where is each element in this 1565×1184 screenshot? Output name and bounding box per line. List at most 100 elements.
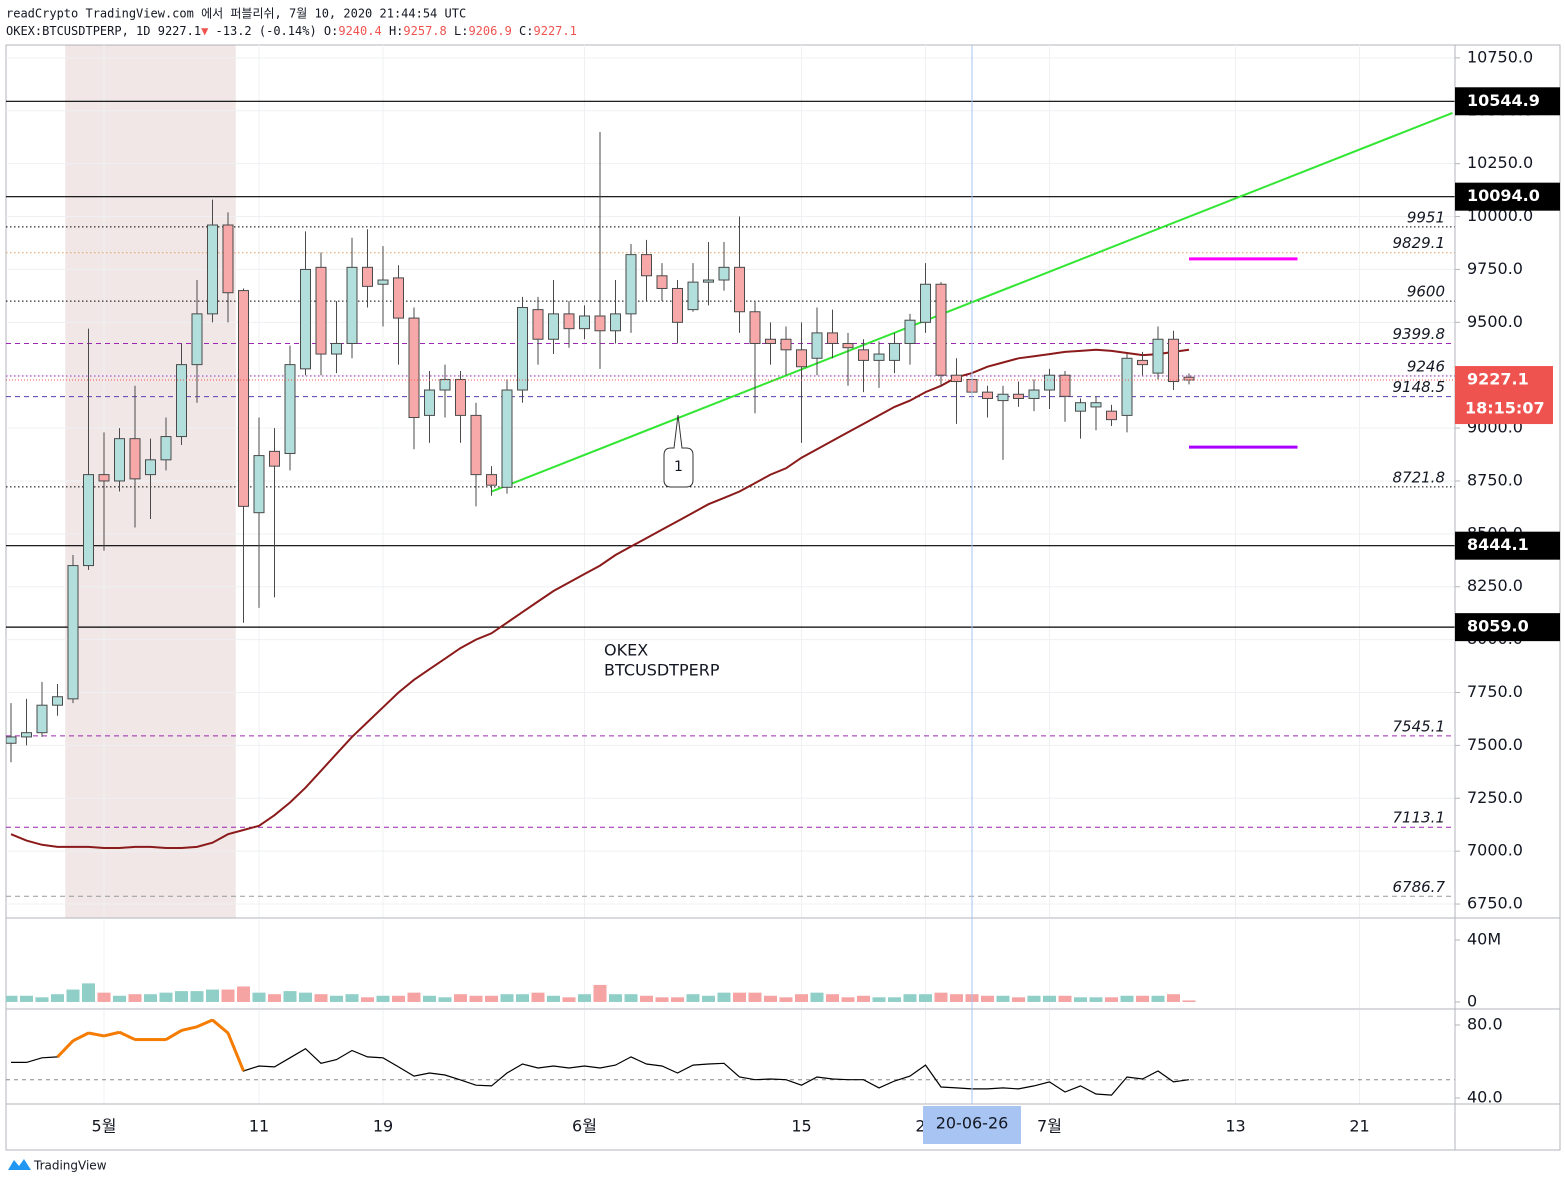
candle-body [718,266,730,281]
level-box [1455,182,1560,211]
x-tick-label: 21 [1349,1117,1369,1136]
level-label: 8059.0 [1467,617,1529,636]
volume-bar [810,992,824,1002]
volume-bar [283,991,297,1002]
legend-item: 9240.4 [338,24,381,38]
candle-body [625,254,637,315]
volume-bar [345,994,359,1002]
candle-body [579,315,590,330]
level-label: 9399.8 [1393,325,1446,343]
candle-body [1183,376,1195,381]
y-tick-label: 0 [1467,991,1477,1010]
volume-bar [206,989,219,1002]
rsi-line [11,1019,1190,1096]
volume-bar [640,995,653,1002]
volume-bar [1136,995,1149,1002]
candle-body [1013,393,1024,399]
level-label: 9148.5 [1393,378,1446,396]
candle-body [269,450,280,467]
candle-body [656,275,668,289]
candle-body [997,393,1009,402]
volume-bar [1027,995,1041,1002]
candle-body [207,224,218,315]
level-label: 9600 [1407,283,1445,301]
watermark: OKEX [604,641,648,660]
volume-bar [624,994,638,1002]
candle-body [362,266,373,287]
legend-item: C: [512,24,534,38]
volume-bar [423,995,436,1002]
candle-body [858,349,869,361]
volume-bar [702,995,715,1002]
level-label: 10094.0 [1467,186,1540,205]
volume-bar [438,997,452,1002]
level-label: 9951 [1407,208,1445,226]
candle-body [377,279,389,285]
volume-bar [655,997,669,1002]
price-pane: 9951 9829.1 9600 9399.8 9246 9148.5 8721.8 7545… [6,45,1455,918]
rsi-high-segment [56,1039,75,1058]
crosshair-box [923,1106,1021,1144]
candle-body [703,279,714,283]
volume-bar [903,994,917,1002]
level-label: 6786.7 [1393,878,1446,896]
y-tick-label: 10000.0 [1467,206,1533,225]
y-tick-label: 40M [1467,929,1501,948]
volume-bar [1151,995,1165,1002]
level-box [1455,531,1560,560]
candle-body [36,704,48,734]
candle-body [873,353,885,361]
volume-bar [314,994,328,1002]
volume-bar [175,991,188,1002]
volume-bar [686,994,700,1002]
legend-item: OKEX:BTCUSDTPERP, 1D 9227.1 [6,24,201,38]
rsi-pane [6,1010,1455,1104]
candle-body [517,307,528,391]
candle-body [1075,402,1086,412]
candle-body [780,338,792,351]
volume-bar [872,997,886,1002]
frame [5,44,1561,1151]
volume-bar [361,997,374,1002]
volume-bar [609,994,622,1002]
x-tick-label: 11 [249,1117,269,1136]
y-tick-label: 8250.0 [1467,576,1523,595]
rsi-high-segment [196,1018,214,1029]
candle-body [83,474,94,567]
callout-label: 1 [674,459,683,475]
volume-bar [733,992,746,1002]
level-box [1455,613,1560,642]
volume-bar [6,995,18,1002]
x-tick-label: 15 [791,1117,811,1136]
level-label: 9829.1 [1393,234,1446,252]
volume-bar [1058,995,1072,1002]
volume-bar [469,995,483,1002]
level-label: 7545.1 [1393,717,1446,735]
candle-body [672,287,683,323]
candle-body [439,378,451,391]
candle-body [300,268,311,370]
volume-bar [764,995,777,1002]
candle-body [222,224,234,294]
candle-body [21,732,32,738]
candle-body [594,315,606,332]
candle-body [191,313,203,366]
volume-bar [299,992,312,1002]
candle-body [408,317,420,419]
candle-body [253,455,265,514]
candle-body [687,281,699,311]
volume-bar [857,995,870,1002]
candle-body [315,266,327,355]
candle-body [393,277,404,319]
volume-bar [252,992,266,1002]
candle-body [1106,410,1117,421]
candle-body [98,474,110,482]
rsi-high-segment [226,1032,245,1072]
volume-bar [190,991,204,1002]
candle-body [486,474,497,486]
level-label: 7113.1 [1393,809,1446,827]
volume-bar [888,997,901,1002]
volume-bar [841,997,855,1002]
candle-body [1090,402,1102,408]
volume-bar [128,994,142,1002]
